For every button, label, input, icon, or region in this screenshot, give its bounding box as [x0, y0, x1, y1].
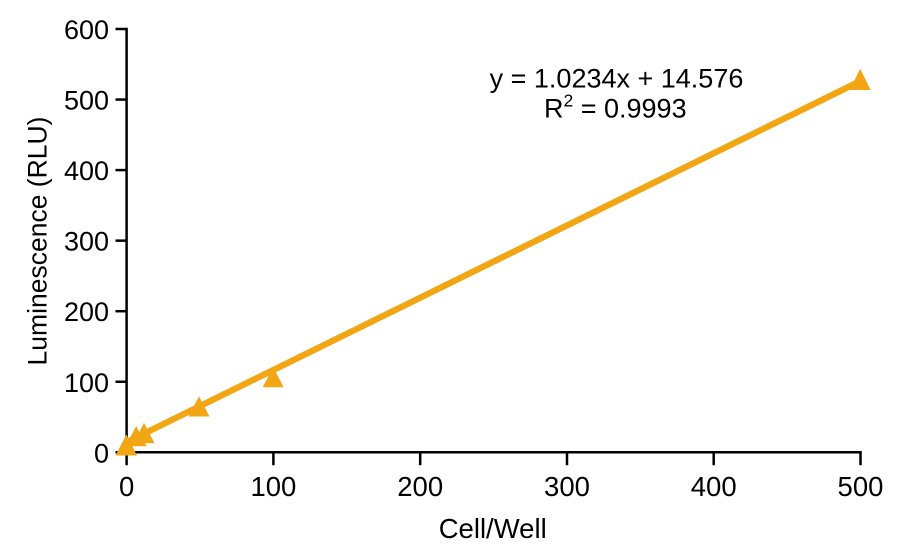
svg-text:600: 600 — [64, 15, 109, 45]
svg-text:400: 400 — [64, 156, 109, 186]
svg-text:200: 200 — [397, 471, 443, 502]
svg-text:300: 300 — [64, 227, 109, 257]
svg-text:R2 = 0.9993: R2 = 0.9993 — [544, 91, 687, 124]
svg-text:Cell/Well: Cell/Well — [439, 513, 547, 544]
svg-text:200: 200 — [64, 297, 109, 327]
svg-text:100: 100 — [250, 471, 296, 502]
svg-text:300: 300 — [544, 471, 590, 502]
svg-text:Luminescence (RLU): Luminescence (RLU) — [23, 117, 53, 366]
svg-text:400: 400 — [691, 471, 737, 502]
svg-text:500: 500 — [838, 471, 884, 502]
svg-text:100: 100 — [64, 368, 109, 398]
svg-text:y = 1.0234x + 14.576: y = 1.0234x + 14.576 — [490, 64, 744, 94]
svg-text:500: 500 — [64, 86, 109, 116]
svg-text:0: 0 — [94, 438, 109, 468]
svg-text:0: 0 — [119, 471, 134, 502]
